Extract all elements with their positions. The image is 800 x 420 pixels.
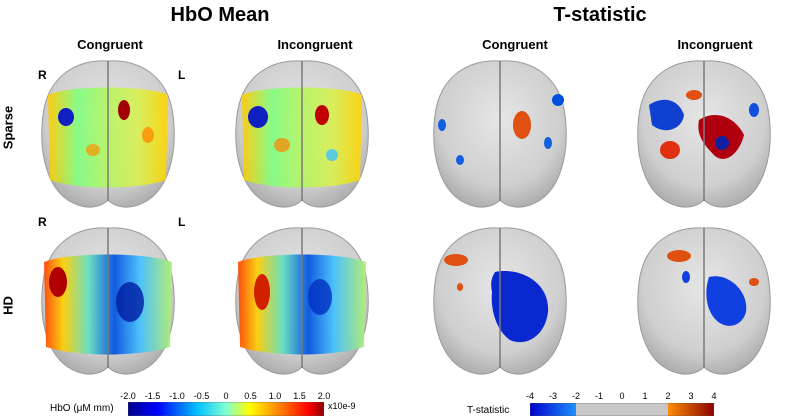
- hbo-colorbar-tick-label: 2.0: [317, 391, 331, 401]
- t-colorbar-tick-label: -4: [525, 391, 534, 401]
- hemisphere-right-label-hd: R: [38, 215, 47, 229]
- brain-hd-hbo-congruent: [41, 227, 175, 375]
- hbo-colorbar: [128, 402, 324, 416]
- hbo-mean-title: HbO Mean: [170, 4, 270, 26]
- hbo-colorbar-exponent: x10e-9: [328, 401, 356, 411]
- t-colorbar-tick-label: 2: [665, 391, 671, 401]
- brain-hd-t-incongruent: [637, 227, 771, 375]
- brain-sparse-hbo-incongruent: [235, 60, 369, 208]
- t-colorbar-tick-label: 0: [619, 391, 625, 401]
- hbo-colorbar-label: HbO (μM mm): [50, 403, 114, 414]
- hbo-colorbar-tick-label: 0: [223, 391, 229, 401]
- hbo-colorbar-tick-label: -1.5: [144, 391, 161, 401]
- col-hbo-congruent: Congruent: [77, 37, 143, 52]
- t-colorbar-tick-label: 3: [688, 391, 694, 401]
- brain-sparse-t-congruent: [433, 60, 567, 208]
- hbo-colorbar-tick-label: -1.0: [169, 391, 185, 401]
- hbo-colorbar-tick-label: -0.5: [193, 391, 210, 401]
- hbo-colorbar-tick-label: -2.0: [120, 391, 136, 401]
- hemisphere-right-label-sparse: R: [38, 68, 47, 82]
- hbo-colorbar-tick-label: 1.5: [293, 391, 306, 401]
- hemisphere-left-label-hd: L: [178, 215, 186, 229]
- hbo-colorbar-tick-label: 0.5: [244, 391, 257, 401]
- brain-sparse-hbo-congruent: [41, 60, 175, 208]
- t-statistic-title: T-statistic: [553, 4, 647, 26]
- t-colorbar-label: T-statistic: [467, 405, 510, 416]
- t-colorbar-tick-label: -2: [571, 391, 580, 401]
- brain-sparse-t-incongruent: [637, 60, 771, 208]
- t-colorbar-tick-label: 4: [711, 391, 717, 401]
- t-colorbar-tick-label: 1: [642, 391, 648, 401]
- hemisphere-left-label-sparse: L: [178, 68, 186, 82]
- col-t-congruent: Congruent: [482, 37, 548, 52]
- col-hbo-incongruent: Incongruent: [277, 37, 353, 52]
- brain-hd-t-congruent: [433, 227, 567, 375]
- t-colorbar: [530, 403, 714, 416]
- row-label-sparse: Sparse: [0, 105, 16, 150]
- row-label-hd: HD: [0, 296, 16, 315]
- brain-hd-hbo-incongruent: [235, 227, 369, 375]
- hbo-colorbar-ticks: -2.0 -1.5 -1.0 -0.5 0 0.5 1.0 1.5 2.0: [120, 391, 330, 402]
- col-t-incongruent: Incongruent: [677, 37, 753, 52]
- t-colorbar-ticks: -4 -3 -2 -1 0 1 2 3 4: [526, 391, 717, 402]
- hbo-colorbar-tick-label: 1.0: [268, 391, 282, 401]
- t-colorbar-tick-label: -3: [548, 391, 557, 401]
- t-colorbar-tick-label: -1: [594, 391, 603, 401]
